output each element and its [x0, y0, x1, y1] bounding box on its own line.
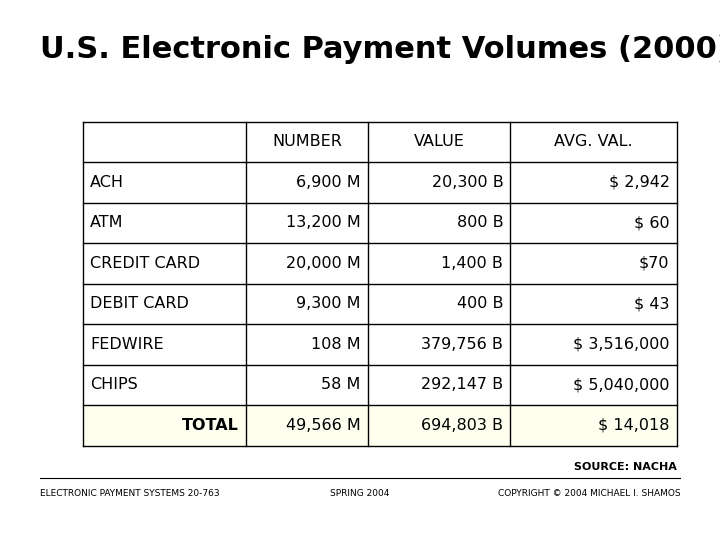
Bar	[83, 284, 246, 324]
Bar	[246, 122, 368, 162]
Text: 49,566 M: 49,566 M	[286, 418, 361, 433]
Text: COPYRIGHT © 2004 MICHAEL I. SHAMOS: COPYRIGHT © 2004 MICHAEL I. SHAMOS	[498, 489, 680, 498]
Text: 694,803 B: 694,803 B	[421, 418, 503, 433]
Bar	[83, 202, 246, 243]
Bar	[83, 405, 246, 446]
Text: $ 60: $ 60	[634, 215, 670, 230]
Text: DEBIT CARD: DEBIT CARD	[90, 296, 189, 311]
Text: $ 43: $ 43	[634, 296, 670, 311]
Text: ELECTRONIC PAYMENT SYSTEMS 20-763: ELECTRONIC PAYMENT SYSTEMS 20-763	[40, 489, 219, 498]
Text: 1,400 B: 1,400 B	[441, 256, 503, 271]
Text: 379,756 B: 379,756 B	[421, 337, 503, 352]
Bar	[510, 122, 677, 162]
Bar	[368, 324, 510, 365]
Text: AVG. VAL.: AVG. VAL.	[554, 134, 633, 149]
Text: 400 B: 400 B	[456, 296, 503, 311]
Bar	[246, 284, 368, 324]
Text: NUMBER: NUMBER	[272, 134, 342, 149]
Text: FEDWIRE: FEDWIRE	[90, 337, 163, 352]
Text: VALUE: VALUE	[414, 134, 464, 149]
Text: 13,200 M: 13,200 M	[286, 215, 361, 230]
Text: $ 5,040,000: $ 5,040,000	[573, 377, 670, 392]
Bar	[510, 405, 677, 446]
Bar	[368, 364, 510, 405]
Bar	[368, 122, 510, 162]
Text: CREDIT CARD: CREDIT CARD	[90, 256, 200, 271]
Text: $ 2,942: $ 2,942	[608, 175, 670, 190]
Bar	[368, 162, 510, 202]
Text: U.S. Electronic Payment Volumes (2000): U.S. Electronic Payment Volumes (2000)	[40, 35, 720, 64]
Text: 58 M: 58 M	[321, 377, 361, 392]
Bar	[83, 364, 246, 405]
Text: $70: $70	[639, 256, 670, 271]
Text: TOTAL: TOTAL	[182, 418, 239, 433]
Bar	[83, 324, 246, 365]
Bar	[510, 243, 677, 284]
Text: CHIPS: CHIPS	[90, 377, 138, 392]
Bar	[246, 405, 368, 446]
Bar	[246, 202, 368, 243]
Bar	[246, 162, 368, 202]
Text: 108 M: 108 M	[311, 337, 361, 352]
Bar	[368, 202, 510, 243]
Bar	[246, 364, 368, 405]
Text: 800 B: 800 B	[456, 215, 503, 230]
Text: $ 14,018: $ 14,018	[598, 418, 670, 433]
Text: 292,147 B: 292,147 B	[421, 377, 503, 392]
Bar	[510, 162, 677, 202]
Bar	[83, 243, 246, 284]
Text: 6,900 M: 6,900 M	[296, 175, 361, 190]
Bar	[510, 324, 677, 365]
Text: SOURCE: NACHA: SOURCE: NACHA	[574, 462, 677, 472]
Bar	[246, 243, 368, 284]
Text: ACH: ACH	[90, 175, 124, 190]
Bar	[368, 284, 510, 324]
Bar	[246, 324, 368, 365]
Text: SPRING 2004: SPRING 2004	[330, 489, 390, 498]
Text: $ 3,516,000: $ 3,516,000	[573, 337, 670, 352]
Text: ATM: ATM	[90, 215, 124, 230]
Bar	[368, 243, 510, 284]
Bar	[83, 162, 246, 202]
Text: 20,000 M: 20,000 M	[286, 256, 361, 271]
Bar	[510, 284, 677, 324]
Bar	[510, 202, 677, 243]
Bar	[510, 364, 677, 405]
Bar	[368, 405, 510, 446]
Bar	[83, 122, 246, 162]
Text: 20,300 B: 20,300 B	[431, 175, 503, 190]
Text: 9,300 M: 9,300 M	[296, 296, 361, 311]
